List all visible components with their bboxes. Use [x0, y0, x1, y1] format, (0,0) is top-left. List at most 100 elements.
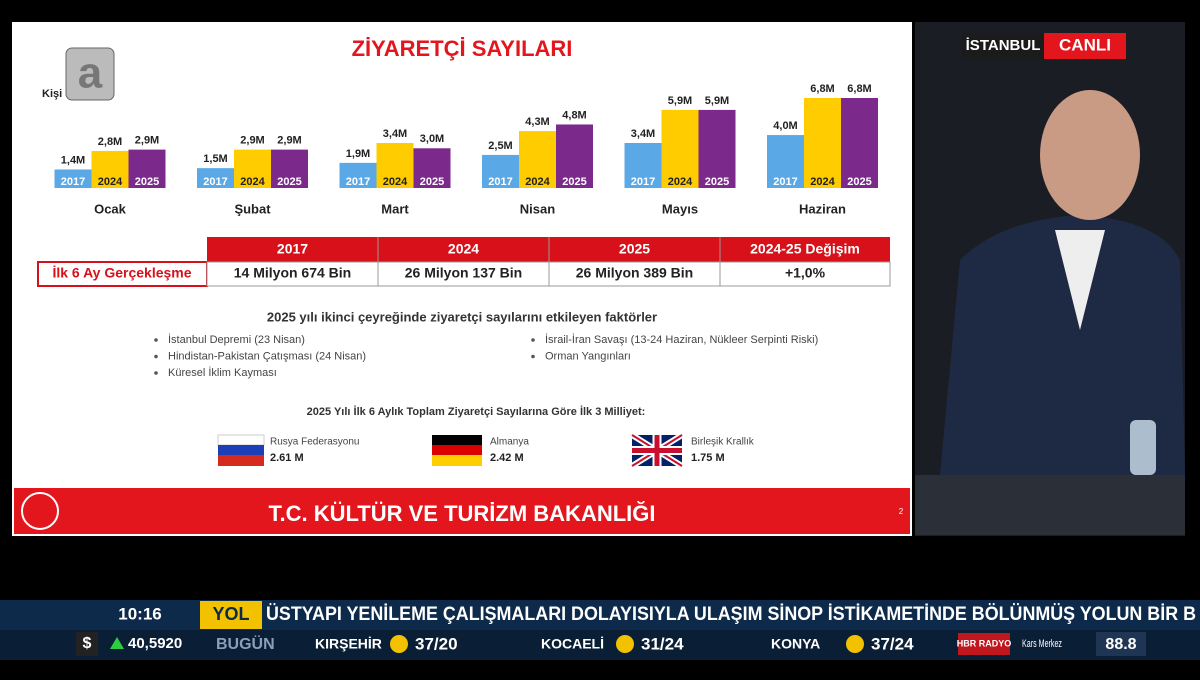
weather-icon: [846, 635, 864, 653]
city: KOCAELİ: [541, 636, 604, 652]
factors-title: 2025 yılı ikinci çeyreğinde ziyaretçi sa…: [267, 309, 657, 324]
value-label: 4,3M: [525, 116, 549, 128]
bar: [556, 124, 593, 188]
bar: [519, 131, 556, 188]
table-header: 2024: [448, 241, 479, 257]
water-bottle: [1130, 420, 1156, 475]
factor-item: Orman Yangınları: [545, 350, 631, 362]
weather-icon: [616, 635, 634, 653]
speaker-shirt: [1055, 230, 1105, 330]
bar: [271, 149, 308, 188]
bullet: [154, 354, 158, 359]
footer-text: T.C. KÜLTÜR VE TURİZM BAKANLIĞI: [268, 501, 655, 526]
category-label: Mayıs: [662, 201, 698, 216]
bar: [339, 162, 377, 188]
temperature: 37/24: [871, 634, 914, 653]
country-value: 1.75 M: [691, 452, 725, 464]
page-number: 2: [899, 507, 904, 516]
value-label: 2,8M: [98, 136, 122, 148]
frequency: 88.8: [1105, 636, 1136, 653]
table-cell: 26 Milyon 137 Bin: [405, 265, 522, 281]
station: Kars Merkez: [1022, 638, 1062, 650]
svg-text:a: a: [78, 49, 103, 98]
bar: [767, 135, 804, 188]
series-label: 2024: [668, 176, 693, 188]
series-label: 2025: [847, 176, 871, 188]
series-label: 2025: [420, 176, 444, 188]
series-label: 2024: [810, 176, 835, 188]
series-label: 2024: [240, 176, 265, 188]
headline: ÜSTYAPI YENİLEME ÇALIŞMALARI DOLAYISIYLA…: [266, 604, 1196, 625]
series-label: 2024: [383, 176, 408, 188]
chart: Ocak 1,4M 2017 2,8M 2024 2,9M 2025 Şubat 1,5M 201…: [54, 83, 878, 216]
factor-item: İsrail-İran Savaşı (13-24 Haziran, Nükle…: [545, 333, 818, 346]
series-label: 2025: [135, 176, 159, 188]
bar: [624, 143, 662, 188]
series-label: 2017: [773, 176, 797, 188]
slide-title: ZİYARETÇİ SAYILARI: [352, 36, 573, 61]
table-cell: 26 Milyon 389 Bin: [576, 265, 693, 281]
value-label: 2,5M: [488, 140, 512, 152]
bar: [661, 109, 699, 188]
live-badge: [1044, 33, 1126, 59]
bullet: [154, 338, 158, 342]
country-name: Birleşik Krallık: [691, 437, 755, 448]
country-name: Rusya Federasyonu: [270, 437, 360, 448]
radio: HBR RADYO: [957, 638, 1012, 648]
ministry-emblem: [21, 492, 59, 530]
series-label: 2025: [705, 176, 729, 188]
bar: [234, 149, 271, 188]
frequency-badge: [1096, 632, 1146, 656]
footer-band: [14, 488, 910, 534]
top3-title: 2025 Yılı İlk 6 Aylık Toplam Ziyaretçi S…: [307, 405, 646, 418]
tag-badge: [200, 601, 262, 629]
category-label: Mart: [381, 201, 409, 216]
location: İSTANBUL: [966, 37, 1041, 54]
value-label: 2,9M: [277, 135, 301, 147]
series-label: 2017: [631, 176, 655, 188]
weather-icon: [390, 635, 408, 653]
radio-badge: [958, 633, 1010, 655]
factor-item: Hindistan-Pakistan Çatışması (24 Nisan): [168, 350, 366, 362]
series-label: 2025: [562, 176, 586, 188]
value-label: 3,4M: [631, 128, 655, 140]
bullet: [531, 354, 535, 359]
bar: [413, 148, 451, 188]
series-label: 2024: [98, 176, 123, 188]
city: KONYA: [771, 636, 820, 652]
rate: 40,5920: [128, 635, 182, 652]
location-badge: [962, 33, 1044, 59]
value-label: 5,9M: [705, 95, 729, 107]
series-label: 2025: [277, 176, 301, 188]
value-label: 3,4M: [383, 128, 407, 140]
tag: YOL: [212, 604, 249, 624]
bar: [197, 168, 234, 188]
table-header: 2024-25 Değişim: [750, 241, 860, 257]
bar: [804, 98, 841, 188]
speaker-suit: [940, 215, 1185, 475]
country-value: 2.42 M: [490, 452, 524, 464]
factor-item: Küresel İklim Kayması: [168, 366, 277, 379]
city: KIRŞEHİR: [315, 636, 382, 652]
value-label: 6,8M: [810, 83, 834, 95]
value-label: 2,9M: [135, 135, 159, 147]
up-arrow: [110, 637, 124, 649]
category-label: Haziran: [799, 201, 846, 216]
row-label: İlk 6 Ay Gerçekleşme: [52, 265, 191, 281]
table-header: 2025: [619, 241, 650, 257]
bar: [54, 169, 92, 188]
bar: [91, 150, 129, 188]
series-label: 2017: [488, 176, 512, 188]
country-value: 2.61 M: [270, 452, 304, 464]
currency-badge: [76, 632, 98, 656]
value-label: 6,8M: [847, 83, 871, 95]
logo-caption: Kişi: [42, 88, 62, 100]
value-label: 1,9M: [346, 148, 370, 160]
table-cell: +1,0%: [785, 265, 826, 281]
temperature: 37/20: [415, 634, 458, 653]
bar: [841, 98, 878, 188]
series-label: 2017: [203, 176, 227, 188]
series-label: 2017: [61, 176, 85, 188]
flags: [217, 432, 684, 469]
factor-item: İstanbul Depremi (23 Nisan): [168, 333, 305, 346]
